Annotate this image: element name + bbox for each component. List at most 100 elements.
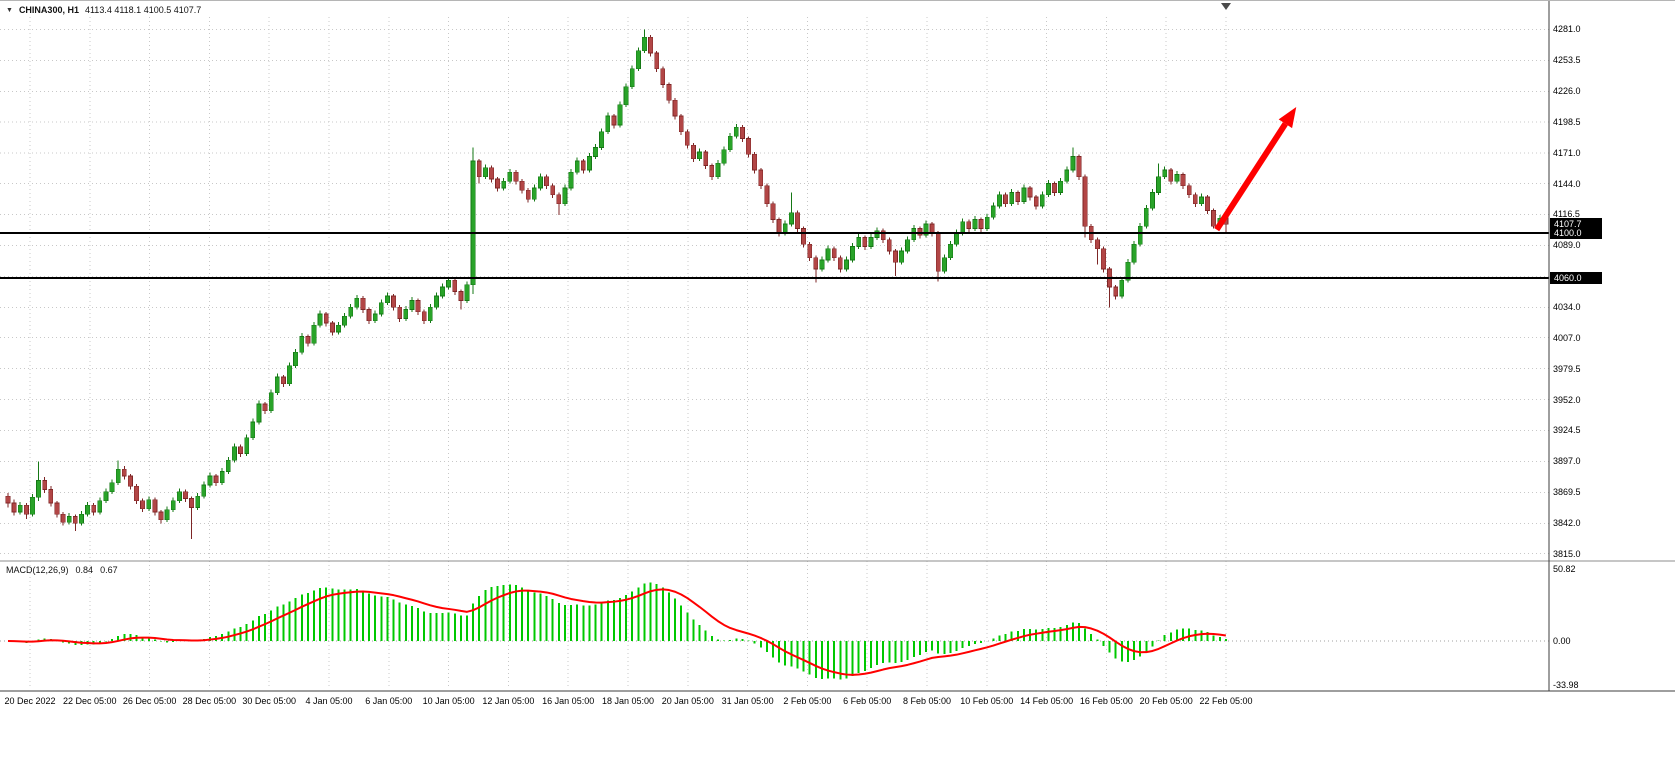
candle-body <box>385 295 390 304</box>
candle-body <box>317 313 323 326</box>
candle-body <box>354 297 360 308</box>
candle-body <box>562 187 568 205</box>
candle-body <box>513 171 519 182</box>
candle-body <box>746 138 751 155</box>
candle-body <box>525 189 531 200</box>
candle-body <box>128 475 133 487</box>
candle-body <box>1137 225 1143 245</box>
candle-body <box>42 480 48 490</box>
candle-body <box>721 149 727 164</box>
candle-body <box>440 286 445 297</box>
candle-body <box>770 203 776 220</box>
candle-body <box>1009 192 1015 205</box>
candle-body <box>1015 192 1021 202</box>
candle-body <box>274 376 280 394</box>
candle-body <box>648 36 653 54</box>
candle-body <box>1070 156 1076 171</box>
candle-body <box>593 147 598 157</box>
candle-body <box>703 151 709 166</box>
candle-body <box>458 291 464 301</box>
candle-body <box>225 459 231 472</box>
candle-body <box>978 219 984 229</box>
candle-body <box>629 68 635 88</box>
candle-body <box>1125 261 1131 281</box>
candle-body <box>807 243 813 259</box>
candle-body <box>336 324 341 333</box>
candle-body <box>121 468 127 477</box>
trend-arrow-shaft[interactable] <box>1214 122 1288 232</box>
candle-body <box>605 115 611 133</box>
candle-body <box>280 376 286 385</box>
candle-body <box>954 232 959 245</box>
candle-body <box>415 300 421 313</box>
candle-body <box>654 52 660 70</box>
symbol-dropdown-icon[interactable]: ▼ <box>6 6 13 14</box>
candle-body <box>764 185 770 205</box>
candle-body <box>403 309 409 319</box>
candle-body <box>678 115 684 133</box>
trend-arrow-head[interactable] <box>1278 107 1297 129</box>
candle-body <box>54 502 60 515</box>
candle-body <box>611 115 617 126</box>
macd-name: MACD(12,26,9) <box>6 565 69 575</box>
candle-body <box>519 180 525 191</box>
candle-body <box>1143 207 1149 227</box>
candle-body <box>11 502 17 513</box>
candle-body <box>17 504 23 513</box>
candle-body <box>470 160 476 286</box>
candle-body <box>323 313 329 324</box>
candle-body <box>550 185 556 196</box>
candle-body <box>366 309 372 322</box>
candle-body <box>293 351 299 367</box>
candle-body <box>60 513 66 523</box>
candle-body <box>874 230 880 238</box>
candle-body <box>819 259 825 270</box>
candle-body <box>189 498 194 508</box>
candle-body <box>868 237 874 247</box>
candle-body <box>623 86 629 106</box>
candle-body <box>709 165 715 178</box>
candle-body <box>886 239 892 252</box>
candle-body <box>856 237 862 247</box>
macd-indicator-label: MACD(12,26,9) 0.84 0.67 <box>6 565 118 575</box>
candle-body <box>917 228 923 236</box>
macd-signal-line <box>7 588 1227 676</box>
candle-body <box>568 171 574 189</box>
candle-body <box>739 126 745 139</box>
candle-body <box>960 221 966 234</box>
candle-body <box>574 160 580 173</box>
candle-body <box>990 205 996 218</box>
candle-body <box>697 151 702 160</box>
candle-body <box>795 212 800 229</box>
candle-body <box>238 446 243 454</box>
candle-body <box>507 171 513 182</box>
ohlc-values: 4113.4 4118.1 4100.5 4107.7 <box>84 5 202 15</box>
candle-body <box>342 315 347 326</box>
candle-body <box>213 475 219 484</box>
candle-body <box>244 437 250 454</box>
candle-body <box>580 160 586 171</box>
candle-body <box>140 500 146 509</box>
candle-body <box>788 212 794 225</box>
candle-body <box>299 336 305 353</box>
candle-body <box>158 511 164 521</box>
candle-body <box>482 167 488 178</box>
candle-body <box>892 250 898 263</box>
candle-body <box>531 187 537 200</box>
candle-body <box>1186 185 1192 196</box>
candle-body <box>1039 194 1045 207</box>
candle-body <box>880 230 886 241</box>
candle-body <box>256 403 262 423</box>
candle-body <box>1101 248 1106 270</box>
candle-body <box>91 504 97 513</box>
candle-body <box>929 223 935 234</box>
candle-body <box>1046 183 1051 196</box>
candle-body <box>776 219 782 234</box>
candle-body <box>850 246 855 261</box>
candle-body <box>782 223 788 234</box>
candle-body <box>36 480 41 498</box>
chart-shift-marker[interactable] <box>1221 3 1231 10</box>
candle-body <box>984 216 990 229</box>
